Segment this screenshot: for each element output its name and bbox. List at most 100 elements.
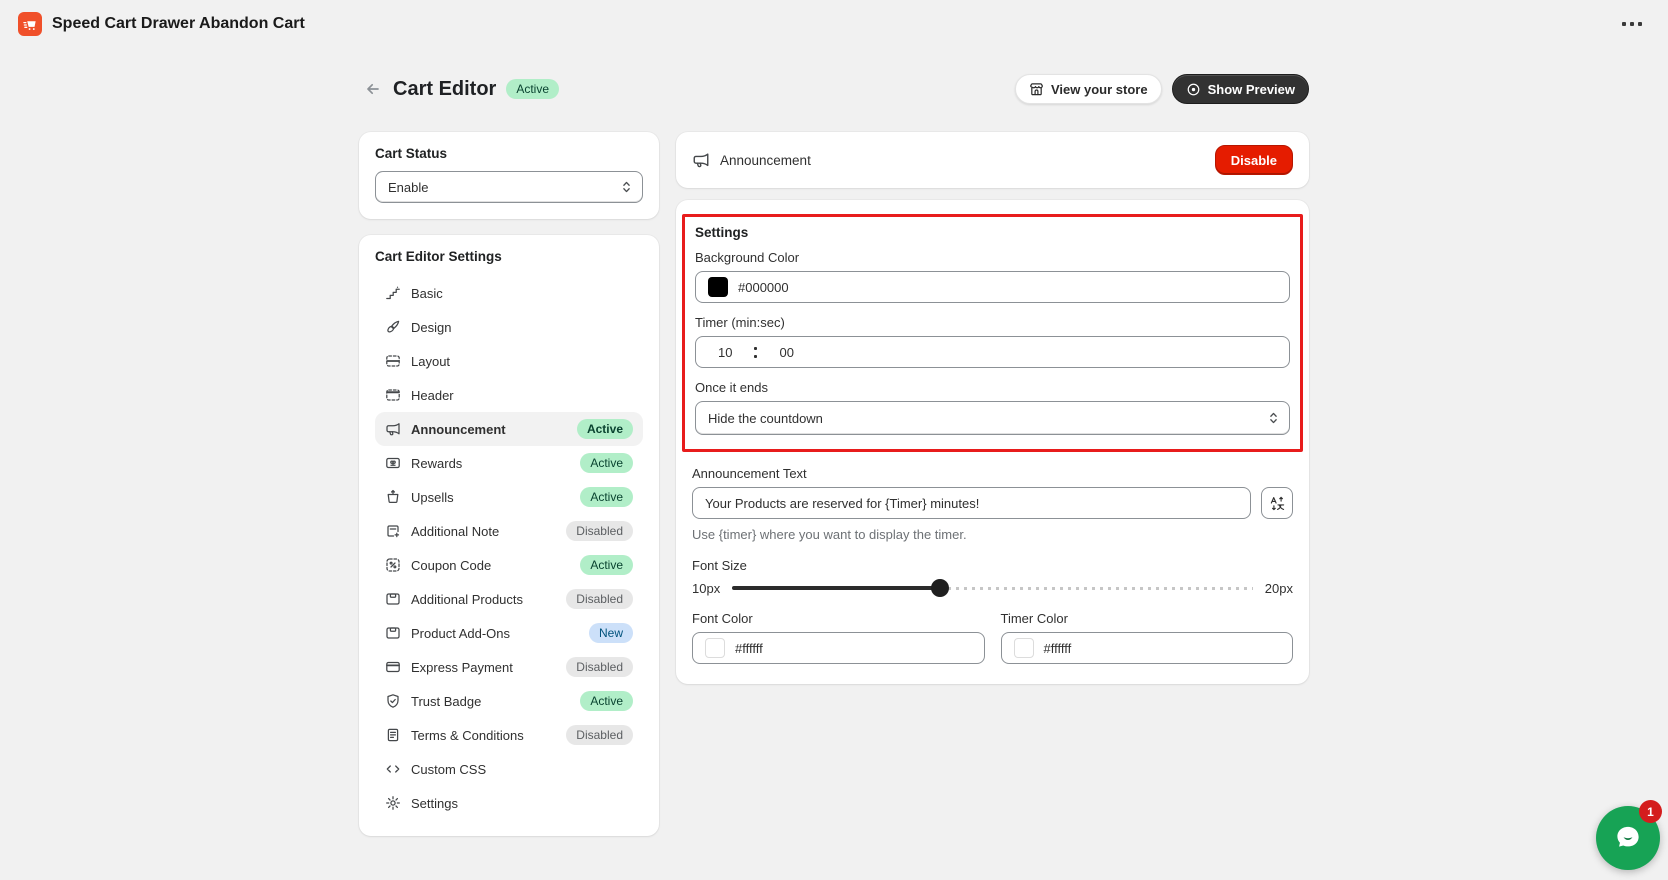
- font-size-label: Font Size: [692, 558, 747, 573]
- announcement-text-label: Announcement Text: [692, 466, 807, 481]
- timer-label: Timer (min:sec): [695, 315, 785, 330]
- gear-icon: [385, 795, 401, 811]
- slider-track[interactable]: [940, 587, 1253, 590]
- once-it-ends-select[interactable]: Hide the countdown: [695, 401, 1290, 435]
- status-badge: Active: [506, 79, 560, 99]
- sidebar-menu: Basic Design Layout Header Announcement …: [375, 276, 643, 820]
- page-header: Cart Editor Active View your store: [359, 72, 1309, 106]
- sidebar-item-express-payment[interactable]: Express Payment Disabled: [375, 650, 643, 684]
- gift-card-icon: [385, 455, 401, 471]
- background-color-label: Background Color: [695, 250, 800, 265]
- cart-status-card: Cart Status Enable: [359, 132, 659, 219]
- credit-card-icon: [385, 659, 401, 675]
- font-size-slider[interactable]: [732, 579, 1253, 597]
- disable-button[interactable]: Disable: [1214, 145, 1293, 175]
- chat-unread-badge: 1: [1639, 800, 1662, 823]
- timer-color-input[interactable]: #ffffff: [1000, 632, 1293, 664]
- slider-thumb[interactable]: [931, 579, 950, 597]
- announcement-panel-title: Announcement: [720, 152, 811, 168]
- translate-icon: [1269, 495, 1286, 512]
- sidebar-item-announcement[interactable]: Announcement Active: [375, 412, 643, 446]
- cart-status-select[interactable]: Enable: [375, 171, 643, 203]
- sidebar-item-trust-badge[interactable]: Trust Badge Active: [375, 684, 643, 718]
- layout-icon: [385, 353, 401, 369]
- megaphone-icon: [385, 421, 401, 437]
- sidebar-item-basic[interactable]: Basic: [375, 276, 643, 310]
- chat-widget-button[interactable]: 1: [1596, 800, 1662, 870]
- sidebar-item-custom-css[interactable]: Custom CSS: [375, 752, 643, 786]
- eye-icon: [1186, 82, 1201, 97]
- cart-status-title: Cart Status: [375, 146, 448, 161]
- timer-input[interactable]: 10 00: [695, 336, 1290, 368]
- font-color-input[interactable]: #ffffff: [692, 632, 985, 664]
- chevron-updown-icon: [1268, 411, 1279, 425]
- stairs-icon: [385, 285, 401, 301]
- shield-check-icon: [385, 693, 401, 709]
- view-store-button[interactable]: View your store: [1015, 74, 1162, 104]
- font-size-max-label: 20px: [1264, 580, 1293, 596]
- megaphone-icon: [692, 151, 710, 169]
- sidebar-item-product-add-ons[interactable]: Product Add-Ons New: [375, 616, 643, 650]
- cart-editor-settings-card: Cart Editor Settings Basic Design Layout…: [359, 235, 659, 836]
- translate-button[interactable]: [1261, 487, 1293, 519]
- sidebar-item-coupon-code[interactable]: Coupon Code Active: [375, 548, 643, 582]
- sidebar-item-settings[interactable]: Settings: [375, 786, 643, 820]
- settings-highlight-box: Settings Background Color #000000 Timer …: [682, 214, 1303, 452]
- topbar: Speed Cart Drawer Abandon Cart: [0, 0, 1668, 48]
- font-size-min-label: 10px: [692, 580, 721, 596]
- font-color-swatch[interactable]: [705, 638, 725, 658]
- paintbrush-icon: [385, 319, 401, 335]
- sidebar-item-layout[interactable]: Layout: [375, 344, 643, 378]
- timer-seconds[interactable]: 00: [779, 344, 794, 360]
- product-box-icon: [385, 625, 401, 641]
- terms-icon: [385, 727, 401, 743]
- timer-colon-separator: [754, 346, 758, 358]
- background-color-swatch[interactable]: [708, 277, 728, 297]
- item-status-badge: Active: [580, 453, 633, 473]
- announcement-panel-header: Announcement Disable: [676, 132, 1309, 188]
- announcement-helper-text: Use {timer} where you want to display th…: [692, 527, 967, 542]
- font-color-label: Font Color: [692, 611, 753, 626]
- page-title: Cart Editor: [393, 77, 497, 100]
- store-icon: [1029, 82, 1044, 97]
- item-status-badge: Active: [576, 419, 633, 439]
- overflow-menu-button[interactable]: [1614, 14, 1650, 34]
- item-status-badge: Active: [580, 555, 633, 575]
- show-preview-button[interactable]: Show Preview: [1171, 74, 1309, 104]
- timer-minutes[interactable]: 10: [718, 344, 733, 360]
- product-box-icon: [385, 591, 401, 607]
- item-status-badge: Active: [580, 487, 633, 507]
- chat-bubble-icon: [1611, 821, 1645, 855]
- background-color-input[interactable]: #000000: [695, 271, 1290, 303]
- sidebar-item-terms-conditions[interactable]: Terms & Conditions Disabled: [375, 718, 643, 752]
- slider-fill: [732, 586, 941, 590]
- sidebar-item-additional-products[interactable]: Additional Products Disabled: [375, 582, 643, 616]
- code-icon: [385, 761, 401, 777]
- sidebar-item-additional-note[interactable]: Additional Note Disabled: [375, 514, 643, 548]
- chevron-updown-icon: [621, 180, 632, 194]
- timer-color-swatch[interactable]: [1013, 638, 1034, 658]
- sidebar-item-design[interactable]: Design: [375, 310, 643, 344]
- item-status-badge: Active: [580, 691, 633, 711]
- announcement-settings-card: Settings Background Color #000000 Timer …: [676, 200, 1309, 684]
- announcement-text-input[interactable]: [692, 487, 1251, 519]
- item-status-badge: Disabled: [566, 657, 633, 677]
- header-icon: [385, 387, 401, 403]
- sidebar-item-header[interactable]: Header: [375, 378, 643, 412]
- app-logo-icon: [18, 12, 42, 36]
- item-status-badge: New: [588, 623, 633, 643]
- sidebar-item-upsells[interactable]: Upsells Active: [375, 480, 643, 514]
- app-title: Speed Cart Drawer Abandon Cart: [52, 15, 305, 32]
- sidebar-title: Cart Editor Settings: [375, 249, 502, 264]
- cart-up-icon: [385, 489, 401, 505]
- timer-color-label: Timer Color: [1000, 611, 1068, 626]
- once-it-ends-label: Once it ends: [695, 380, 768, 395]
- note-add-icon: [385, 523, 401, 539]
- item-status-badge: Disabled: [566, 725, 633, 745]
- item-status-badge: Disabled: [566, 521, 633, 541]
- settings-section-title: Settings: [695, 225, 749, 240]
- sidebar-item-rewards[interactable]: Rewards Active: [375, 446, 643, 480]
- discount-icon: [385, 557, 401, 573]
- back-arrow-icon[interactable]: [359, 75, 387, 103]
- item-status-badge: Disabled: [566, 589, 633, 609]
